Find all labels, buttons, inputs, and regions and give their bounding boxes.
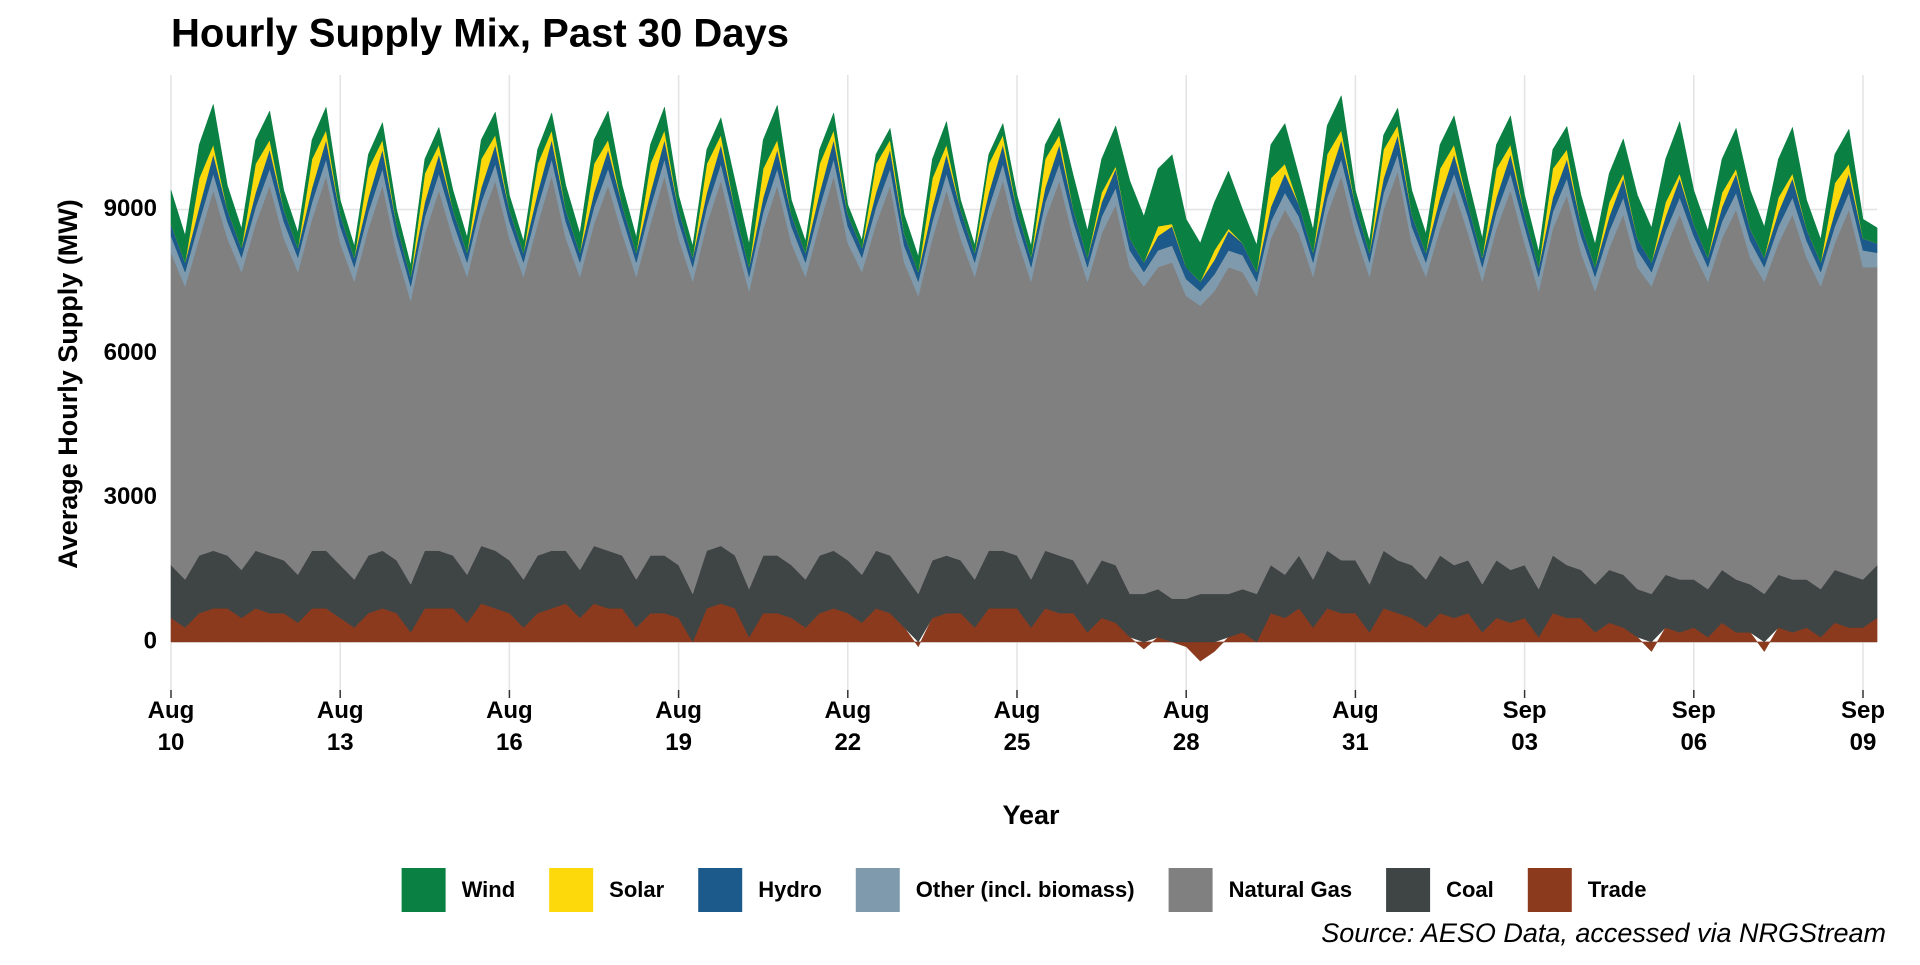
legend-label: Solar [609, 877, 664, 902]
x-axis-title: Year [1002, 800, 1060, 830]
legend-label: Natural Gas [1229, 877, 1353, 902]
x-tick-label: Aug 16 [486, 697, 533, 756]
legend-label: Other (incl. biomass) [916, 877, 1135, 902]
legend-swatch [698, 868, 743, 912]
y-tick-label: 6000 [104, 339, 157, 366]
legend-swatch [855, 868, 900, 912]
source-note: Source: AESO Data, accessed via NRGStrea… [1321, 918, 1886, 948]
x-tick-label: Sep 03 [1503, 697, 1547, 756]
axes: 0 3000 6000 9000 Aug 10 Aug 13 Aug 16 Aug 19 Aug 22 Au… [104, 195, 1885, 756]
x-tick-label: Aug 10 [148, 697, 195, 756]
x-tick-label: Sep 06 [1672, 697, 1716, 756]
legend-swatch [1527, 868, 1572, 912]
y-axis-title: Average Hourly Supply (MW) [53, 199, 83, 569]
legend-label: Trade [1588, 877, 1647, 902]
legend: Wind Solar Hydro Other (incl. biomass) Natur… [401, 868, 1647, 912]
x-tick-label: Aug 22 [824, 697, 871, 756]
areas [170, 94, 1878, 662]
y-tick-label: 3000 [104, 483, 157, 510]
x-tick-label: Aug 25 [994, 697, 1041, 756]
x-tick-label: Aug 28 [1163, 697, 1210, 756]
chart-title: Hourly Supply Mix, Past 30 Days [171, 12, 789, 56]
legend-label: Hydro [758, 877, 822, 902]
legend-label: Coal [1446, 877, 1494, 902]
legend-swatch [1168, 868, 1213, 912]
legend-swatch [1386, 868, 1431, 912]
y-tick-label: 0 [144, 627, 157, 654]
legend-swatch [401, 868, 446, 912]
area [170, 94, 1878, 283]
x-tick-label: Aug 31 [1332, 697, 1379, 756]
x-tick-label: Sep 09 [1841, 697, 1885, 756]
legend-label: Wind [462, 877, 516, 902]
x-tick-label: Aug 13 [317, 697, 364, 756]
x-tick-label: Aug 19 [655, 697, 702, 756]
legend-swatch [549, 868, 594, 912]
y-tick-label: 9000 [104, 195, 157, 222]
